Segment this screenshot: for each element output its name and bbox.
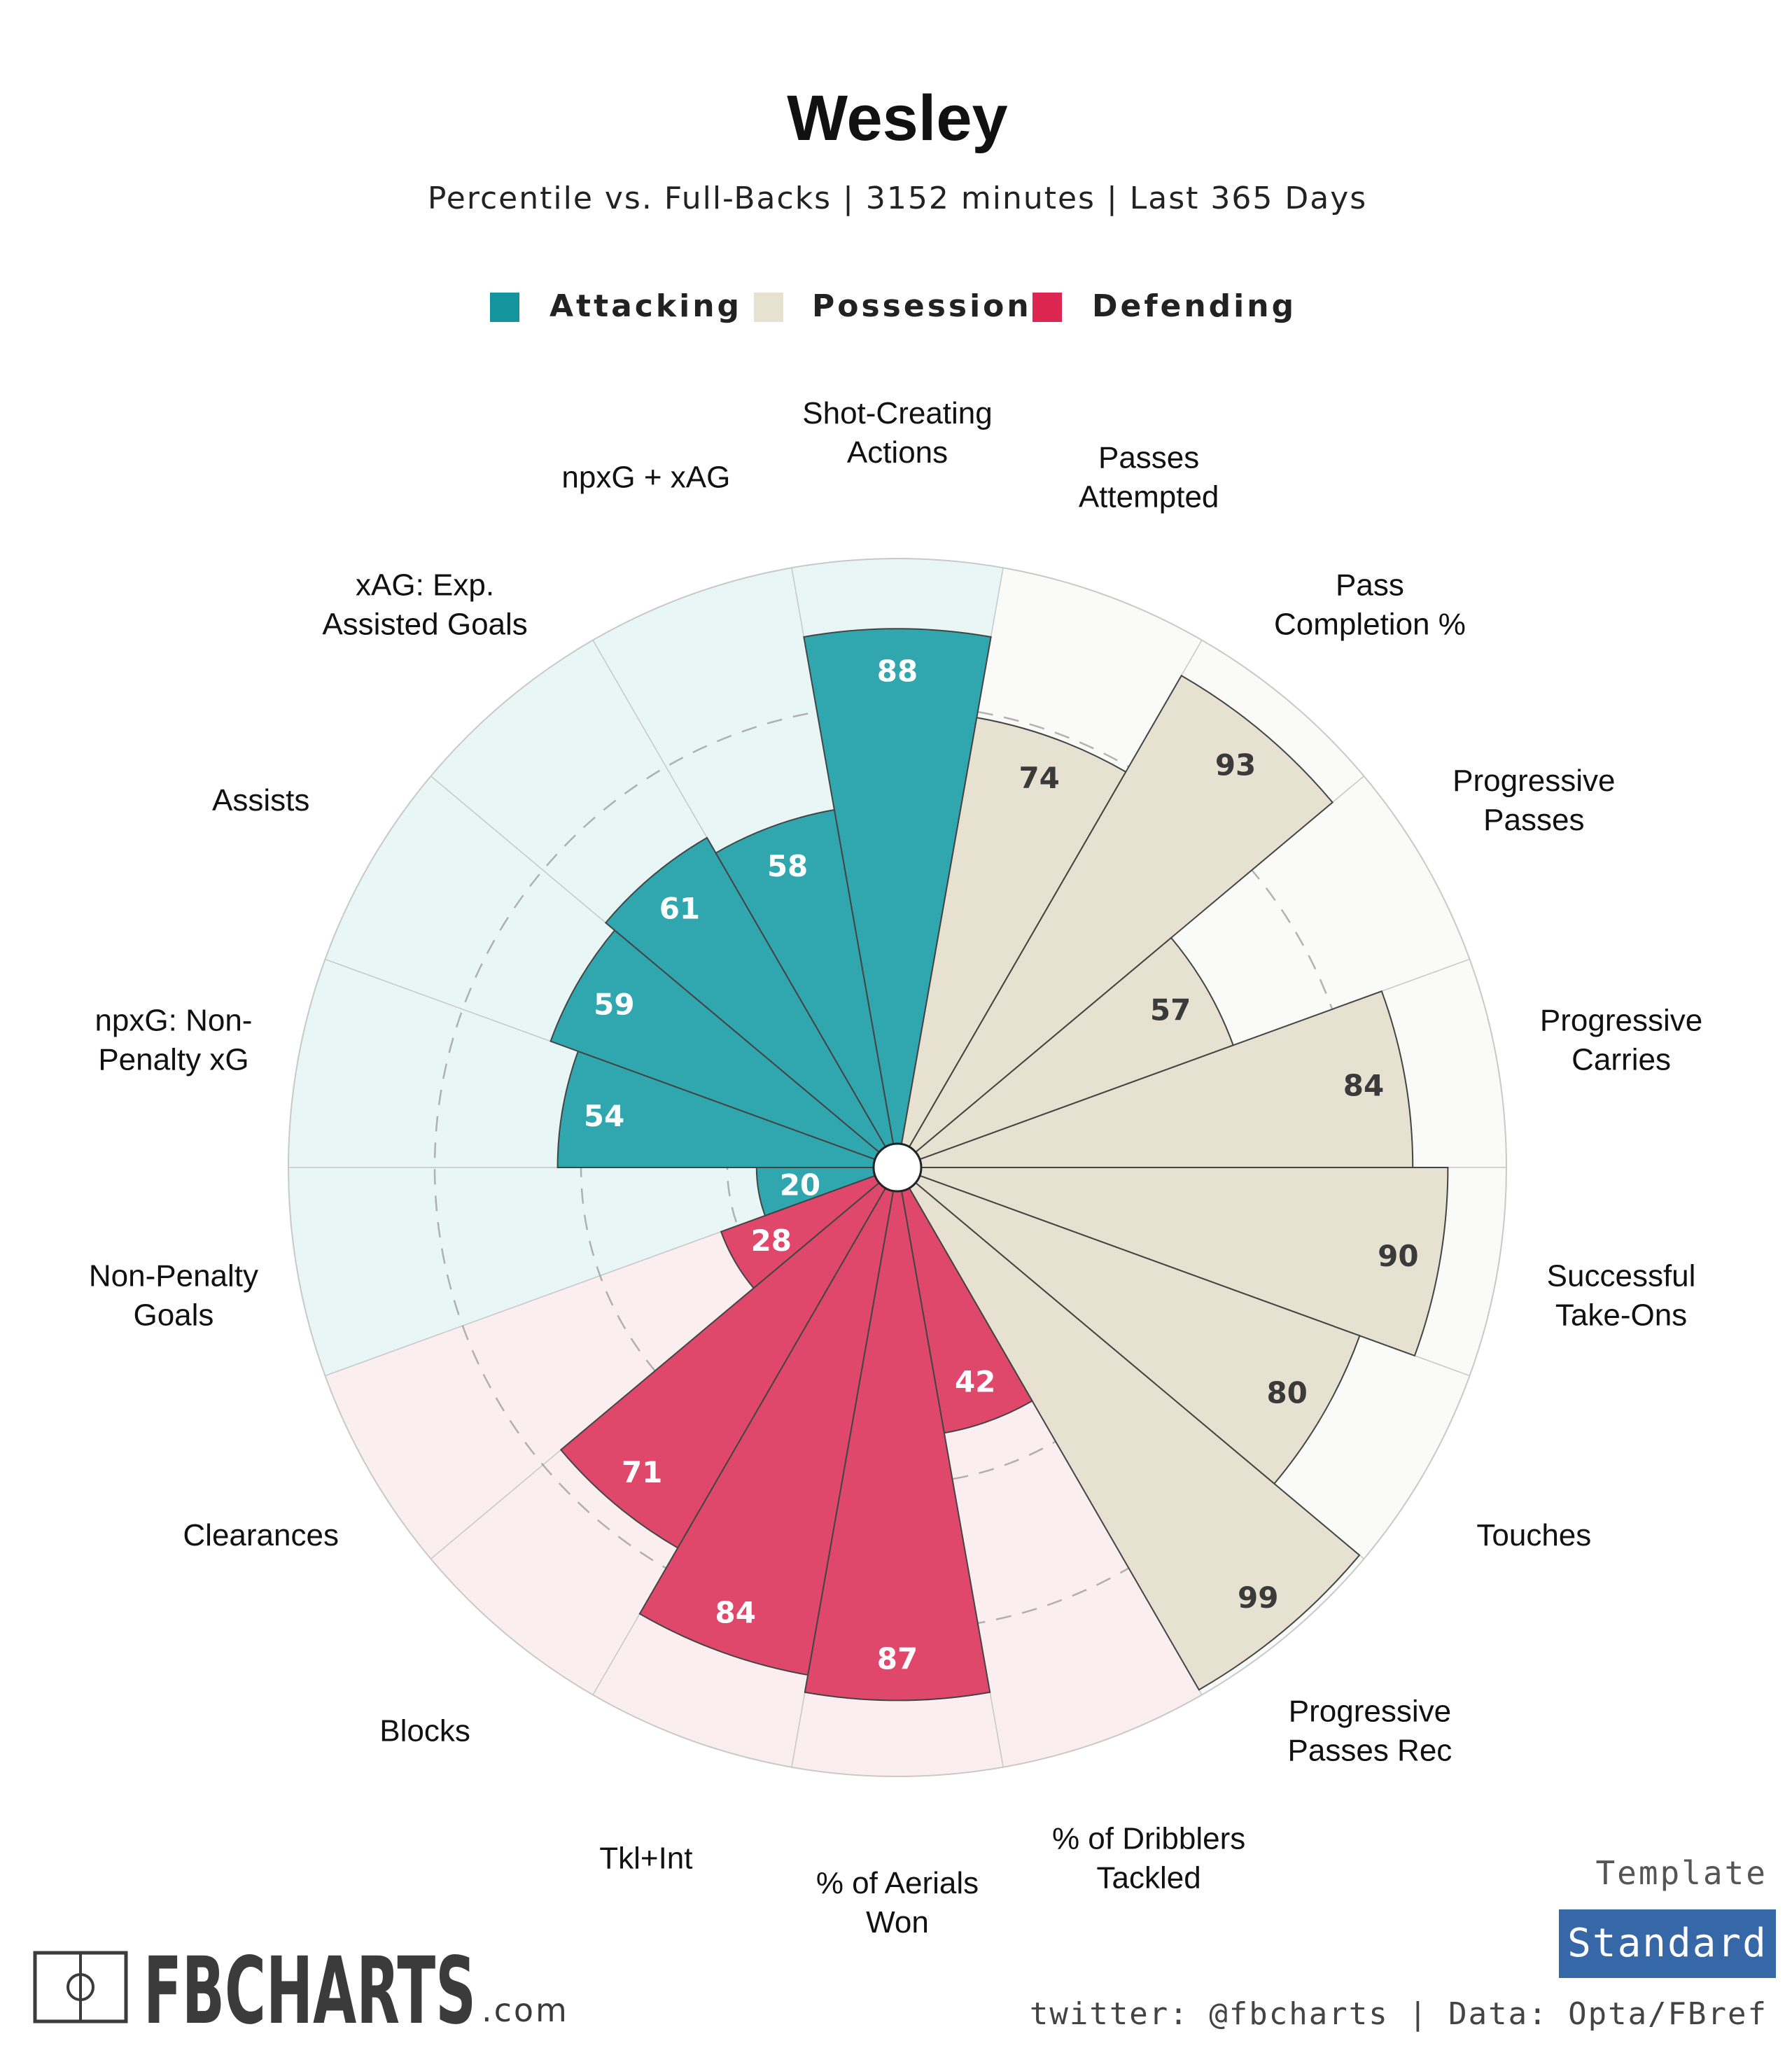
param-label-non-penalty-goals: Non-Penalty Goals bbox=[89, 1258, 258, 1332]
param-label-progressive-carries: Progressive Carries bbox=[1540, 1004, 1702, 1077]
legend-label-possession: Possession bbox=[812, 288, 1032, 324]
param-label-of-dribblers-tackled: % of Dribblers Tackled bbox=[1052, 1822, 1245, 1895]
value-label-progressive-passes-rec: 99 bbox=[1238, 1580, 1278, 1615]
value-label-successful-take-ons: 90 bbox=[1378, 1239, 1418, 1273]
param-label-passes-attempted: Passes Attempted bbox=[1079, 440, 1219, 514]
template-badge bbox=[1559, 1909, 1776, 1978]
param-label-npxg-xag: npxG + xAG bbox=[561, 460, 730, 494]
value-label-non-penalty-goals: 20 bbox=[780, 1168, 820, 1202]
value-slices bbox=[550, 628, 1449, 1702]
value-label-blocks: 71 bbox=[622, 1455, 662, 1489]
chart-subtitle: Percentile vs. Full-Backs | 3152 minutes… bbox=[428, 181, 1367, 216]
param-label-successful-take-ons: Successful Take-Ons bbox=[1547, 1258, 1696, 1332]
legend-swatch-possession bbox=[754, 293, 783, 322]
value-label-touches: 80 bbox=[1266, 1375, 1307, 1410]
param-label-touches: Touches bbox=[1476, 1518, 1591, 1552]
value-label-npxg-xag: 58 bbox=[767, 849, 808, 883]
parameter-labels: Shot-Creating Actions Passes Attempted Pass C… bbox=[89, 396, 1702, 1940]
legend: Attacking Possession Defending bbox=[490, 288, 1296, 324]
value-label-pass-completion: 93 bbox=[1215, 748, 1256, 782]
logo-text: FBCHARTS bbox=[144, 1937, 476, 2045]
grid-ring-outer bbox=[288, 558, 1507, 1777]
param-label-shot-creating-actions: Shot-Creating Actions bbox=[802, 396, 992, 470]
center-hole bbox=[872, 1142, 923, 1193]
value-label-of-dribblers-tackled: 42 bbox=[955, 1365, 995, 1399]
value-label-progressive-carries: 84 bbox=[1343, 1069, 1384, 1103]
value-label-npxg-non-penalty-xg: 54 bbox=[584, 1099, 624, 1133]
legend-swatch-defending bbox=[1032, 293, 1062, 322]
legend-swatch-attacking bbox=[490, 293, 519, 322]
value-label-progressive-passes: 57 bbox=[1150, 993, 1191, 1027]
param-label-tkl-int: Tkl+Int bbox=[599, 1842, 692, 1876]
data-credit: twitter: @fbcharts | Data: Opta/FBref bbox=[1030, 1996, 1768, 2032]
value-label-shot-creating-actions: 88 bbox=[877, 654, 918, 688]
template-label: Template bbox=[1595, 1854, 1768, 1892]
value-labels: 88 74 93 57 84 90 80 99 42 87 84 71 28 20 54 59 61 58 bbox=[584, 654, 1419, 1676]
pitch-icon-center-circle bbox=[66, 1973, 94, 2001]
param-label-assists: Assists bbox=[212, 783, 309, 818]
param-label-of-aerials-won: % of Aerials Won bbox=[816, 1866, 979, 1940]
value-label-clearances: 28 bbox=[751, 1223, 792, 1258]
fbcharts-logo: FBCHARTS .com bbox=[33, 1937, 569, 2045]
legend-label-attacking: Attacking bbox=[550, 288, 742, 324]
value-label-xag-exp-assisted-goals: 61 bbox=[659, 891, 700, 925]
param-label-npxg-non-penalty-xg: npxG: Non-Penalty xG bbox=[94, 1004, 252, 1077]
param-label-progressive-passes-rec: Progressive Passes Rec bbox=[1288, 1694, 1452, 1767]
param-label-pass-completion: Pass Completion % bbox=[1274, 568, 1466, 642]
param-label-clearances: Clearances bbox=[183, 1518, 339, 1552]
legend-label-defending: Defending bbox=[1092, 288, 1296, 324]
value-label-passes-attempted: 74 bbox=[1018, 761, 1059, 795]
template-value: Standard bbox=[1567, 1921, 1768, 1966]
value-label-of-aerials-won: 87 bbox=[877, 1641, 918, 1676]
value-label-tkl-int: 84 bbox=[715, 1595, 755, 1629]
param-label-blocks: Blocks bbox=[379, 1713, 470, 1748]
param-label-progressive-passes: Progressive Passes bbox=[1452, 764, 1615, 837]
logo-suffix: .com bbox=[482, 1991, 569, 2029]
param-label-xag-exp-assisted-goals: xAG: Exp. Assisted Goals bbox=[322, 568, 527, 642]
value-label-assists: 59 bbox=[594, 987, 634, 1021]
chart-title: Wesley bbox=[787, 83, 1007, 154]
